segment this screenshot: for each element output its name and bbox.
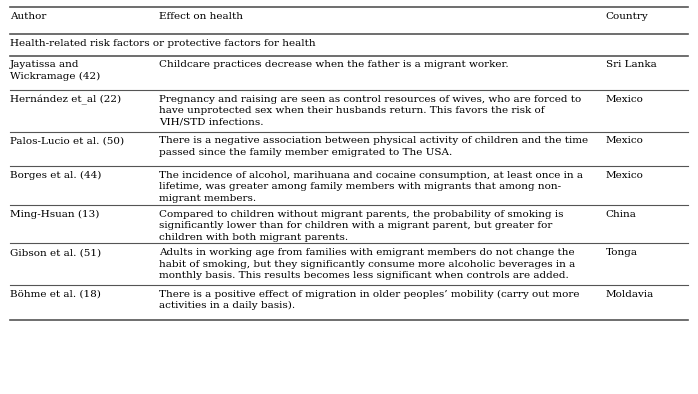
Text: Mexico: Mexico — [606, 171, 644, 180]
Text: Palos-Lucio et al. (50): Palos-Lucio et al. (50) — [10, 136, 124, 145]
Text: Pregnancy and raising are seen as control resources of wives, who are forced to
: Pregnancy and raising are seen as contro… — [159, 95, 581, 127]
Text: Mexico: Mexico — [606, 95, 644, 104]
Text: Gibson et al. (51): Gibson et al. (51) — [10, 248, 101, 257]
Text: Health-related risk factors or protective factors for health: Health-related risk factors or protectiv… — [10, 39, 315, 48]
Text: Ming-Hsuan (13): Ming-Hsuan (13) — [10, 210, 99, 219]
Text: Compared to children without migrant parents, the probability of smoking is
sign: Compared to children without migrant par… — [159, 210, 564, 242]
Text: Moldavia: Moldavia — [606, 290, 654, 299]
Text: The incidence of alcohol, marihuana and cocaine consumption, at least once in a
: The incidence of alcohol, marihuana and … — [159, 171, 583, 203]
Text: Hernández et_al (22): Hernández et_al (22) — [10, 95, 121, 105]
Text: Sri Lanka: Sri Lanka — [606, 60, 657, 69]
Text: Country: Country — [606, 12, 648, 21]
Text: There is a positive effect of migration in older peoples’ mobility (carry out mo: There is a positive effect of migration … — [159, 290, 579, 310]
Text: Tonga: Tonga — [606, 248, 638, 257]
Text: Borges et al. (44): Borges et al. (44) — [10, 171, 101, 180]
Text: Effect on health: Effect on health — [159, 12, 243, 21]
Text: Adults in working age from families with emigrant members do not change the
habi: Adults in working age from families with… — [159, 248, 575, 280]
Text: Jayatissa and
Wickramage (42): Jayatissa and Wickramage (42) — [10, 60, 100, 81]
Text: There is a negative association between physical activity of children and the ti: There is a negative association between … — [159, 136, 588, 157]
Text: China: China — [606, 210, 637, 219]
Text: Böhme et al. (18): Böhme et al. (18) — [10, 290, 101, 299]
Text: Mexico: Mexico — [606, 136, 644, 145]
Text: Childcare practices decrease when the father is a migrant worker.: Childcare practices decrease when the fa… — [159, 60, 509, 69]
Text: Author: Author — [10, 12, 46, 21]
